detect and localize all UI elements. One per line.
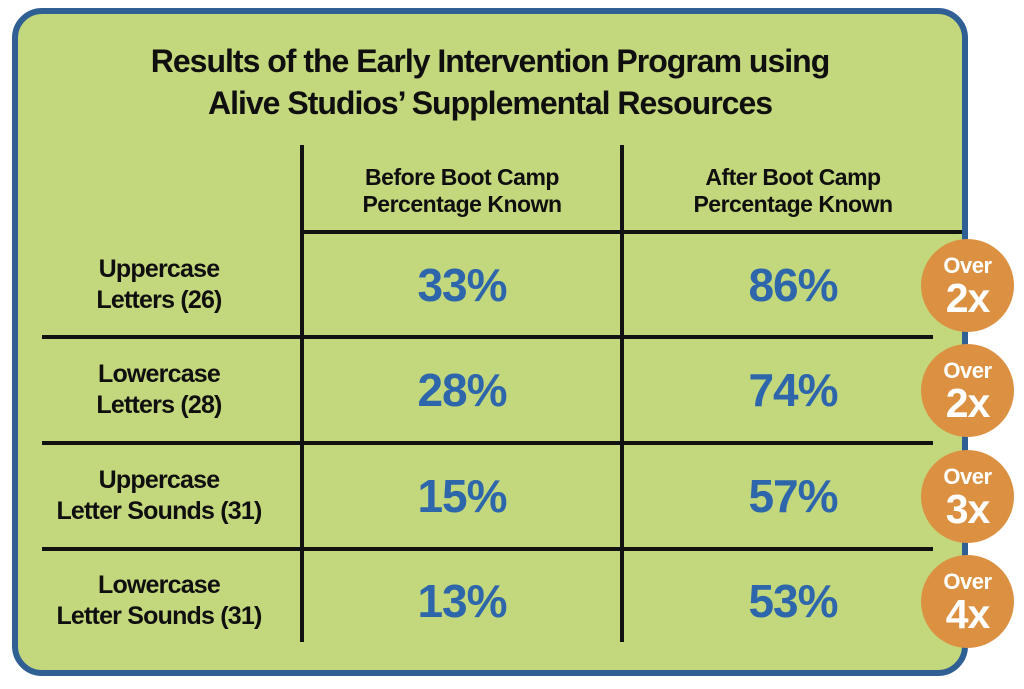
column-header-before: Before Boot Camp Percentage Known — [304, 164, 620, 218]
badge-multiplier-label: 2x — [945, 379, 991, 426]
row-label-line2: Letter Sounds (31) — [56, 497, 262, 525]
after-value-cell: 57% — [624, 445, 962, 547]
column-divider-left — [300, 145, 304, 642]
improvement-badge: Over 3x — [921, 450, 1014, 543]
before-value: 13% — [417, 575, 507, 627]
column-header-after-line2: Percentage Known — [693, 191, 893, 217]
after-value: 57% — [748, 470, 838, 522]
badge-over-label: Over — [943, 357, 992, 383]
title-line-1: Results of the Early Intervention Progra… — [150, 43, 830, 79]
before-value-cell: 13% — [304, 551, 620, 651]
after-value-cell: 53% — [624, 551, 962, 651]
improvement-badge: Over 2x — [921, 239, 1014, 332]
column-header-before-line1: Before Boot Camp — [365, 164, 559, 190]
badge-over-label: Over — [943, 568, 992, 594]
row-label-line1: Uppercase — [98, 254, 220, 283]
badge-multiplier-label: 4x — [945, 590, 991, 637]
after-value-cell: 86% — [624, 234, 962, 335]
row-label-lowercase-letter-sounds: Lowercase Letter Sounds (31) — [24, 551, 294, 651]
before-value-cell: 28% — [304, 339, 620, 441]
before-value-cell: 15% — [304, 445, 620, 547]
before-value: 28% — [417, 364, 507, 416]
column-divider-right — [620, 145, 624, 642]
before-value-cell: 33% — [304, 234, 620, 335]
row-label-uppercase-letter-sounds: Uppercase Letter Sounds (31) — [24, 445, 294, 547]
row-label-line2: Letters (28) — [96, 391, 222, 419]
after-value-cell: 74% — [624, 339, 962, 441]
before-value: 33% — [417, 258, 507, 311]
row-divider-3 — [42, 547, 933, 551]
after-value: 53% — [748, 575, 838, 627]
badge-multiplier-label: 2x — [945, 274, 991, 321]
badge-over-label: Over — [943, 463, 992, 489]
badge-over-label: Over — [943, 252, 992, 278]
row-label-uppercase-letters: Uppercase Letters (26) — [24, 234, 294, 335]
after-value: 86% — [748, 258, 838, 311]
page-title: Results of the Early Intervention Progra… — [12, 40, 968, 124]
column-header-after-line1: After Boot Camp — [705, 164, 881, 190]
row-label-line1: Lowercase — [97, 360, 221, 388]
row-label-lowercase-letters: Lowercase Letters (28) — [24, 339, 294, 441]
before-value: 15% — [417, 470, 507, 522]
row-label-line2: Letter Sounds (31) — [56, 602, 262, 630]
row-divider-2 — [42, 441, 933, 445]
column-header-before-line2: Percentage Known — [362, 191, 562, 217]
results-card — [12, 8, 968, 676]
header-divider — [302, 230, 962, 234]
title-line-2: Alive Studios’ Supplemental Resources — [207, 85, 773, 121]
after-value: 74% — [748, 364, 838, 416]
row-label-line2: Letters (26) — [96, 285, 222, 314]
row-label-line1: Uppercase — [98, 466, 220, 494]
badge-multiplier-label: 3x — [945, 485, 991, 532]
improvement-badge: Over 2x — [921, 344, 1014, 437]
row-label-line1: Lowercase — [97, 571, 221, 599]
row-divider-1 — [42, 335, 933, 339]
improvement-badge: Over 4x — [921, 555, 1014, 648]
column-header-after: After Boot Camp Percentage Known — [624, 164, 962, 218]
